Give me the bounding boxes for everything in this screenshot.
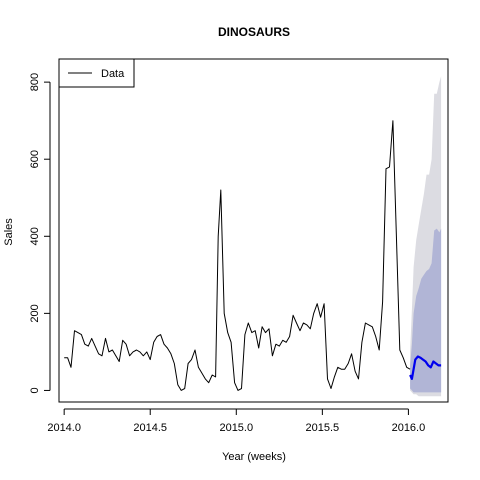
legend: Data (58, 58, 135, 88)
series-lines (64, 120, 442, 391)
x-axis: 2014.0 2014.5 2015.0 2015.5 2016.0 (47, 408, 426, 434)
legend-label-data: Data (101, 68, 125, 80)
x-tick-label: 2015.0 (219, 422, 253, 434)
y-tick-label: 800 (29, 73, 41, 91)
plot-frame (58, 58, 449, 403)
x-tick-label: 2016.0 (392, 422, 426, 434)
x-tick-label: 2014.5 (133, 422, 167, 434)
series-line-data (64, 120, 411, 391)
y-tick-label: 600 (29, 150, 41, 168)
x-axis-label: Year (weeks) (222, 451, 286, 463)
x-tick-label: 2014.0 (47, 422, 81, 434)
y-tick-label: 400 (29, 227, 41, 245)
y-axis-label: Sales (3, 218, 15, 246)
y-tick-label: 0 (29, 387, 41, 393)
y-axis: 0 200 400 600 800 (29, 73, 51, 393)
x-tick-label: 2015.5 (306, 422, 340, 434)
chart-title: DINOSAURS (218, 25, 290, 39)
forecast-bands (410, 76, 442, 397)
y-tick-label: 200 (29, 304, 41, 322)
forecast-band-inner (410, 228, 442, 393)
series-line-forecast (409, 355, 442, 380)
